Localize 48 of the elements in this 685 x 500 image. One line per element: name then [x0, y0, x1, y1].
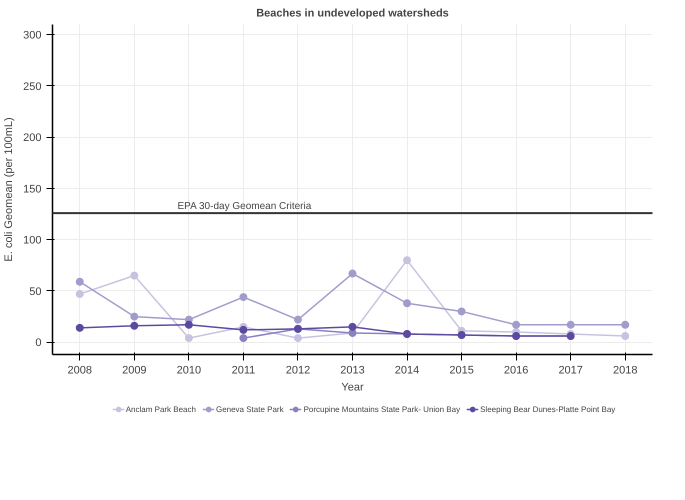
x-tick-label: 2010 — [176, 364, 202, 376]
point — [184, 320, 193, 329]
x-tick-label: 2012 — [286, 364, 310, 376]
point — [621, 332, 630, 340]
point — [512, 320, 520, 329]
x-tick-label: 2008 — [68, 364, 92, 376]
point — [76, 290, 84, 298]
y-tick-label: 300 — [23, 30, 42, 42]
x-tick-label: 2013 — [340, 364, 365, 376]
x-tick-label: 2011 — [232, 364, 256, 376]
legend-label: Porcupine Mountains State Park- Union Bay — [304, 404, 460, 414]
y-tick-label: 200 — [23, 132, 42, 144]
point — [294, 334, 302, 342]
point — [184, 334, 193, 342]
point — [403, 256, 412, 264]
x-tick-label: 2009 — [122, 364, 147, 376]
point — [239, 334, 248, 342]
y-tick-label: 250 — [23, 80, 42, 93]
legend-label: Sleeping Bear Dunes-Platte Point Bay — [480, 404, 616, 414]
x-tick-label: 2016 — [504, 364, 528, 376]
x-tick-label: 2017 — [558, 364, 583, 376]
point — [458, 307, 466, 316]
y-axis-title: E. coli Geomean (per 100mL) — [3, 117, 16, 262]
x-axis-title: Year — [341, 382, 364, 394]
y-tick-label: 100 — [23, 234, 42, 247]
y-tick-label: 0 — [35, 337, 42, 350]
point — [348, 270, 356, 278]
point — [76, 278, 84, 286]
point — [566, 320, 575, 329]
point — [130, 322, 138, 330]
ref-line-label: EPA 30-day Geomean Criteria — [178, 201, 312, 212]
point — [130, 272, 138, 280]
legend-label: Geneva State Park — [216, 404, 284, 414]
point — [348, 322, 356, 331]
point — [239, 326, 248, 334]
point — [294, 316, 302, 324]
y-tick-label: 150 — [23, 183, 42, 196]
point — [403, 299, 412, 308]
chart-title: Beaches in undeveloped watersheds — [256, 8, 449, 20]
x-tick-label: 2014 — [394, 364, 420, 376]
point — [621, 320, 630, 329]
point — [76, 324, 84, 332]
legend-label: Anclam Park Beach — [126, 404, 196, 414]
point — [239, 293, 248, 302]
x-tick-label: 2015 — [449, 364, 474, 376]
y-tick-label: 50 — [29, 286, 42, 298]
x-tick-label: 2018 — [612, 364, 638, 376]
point — [130, 312, 138, 321]
